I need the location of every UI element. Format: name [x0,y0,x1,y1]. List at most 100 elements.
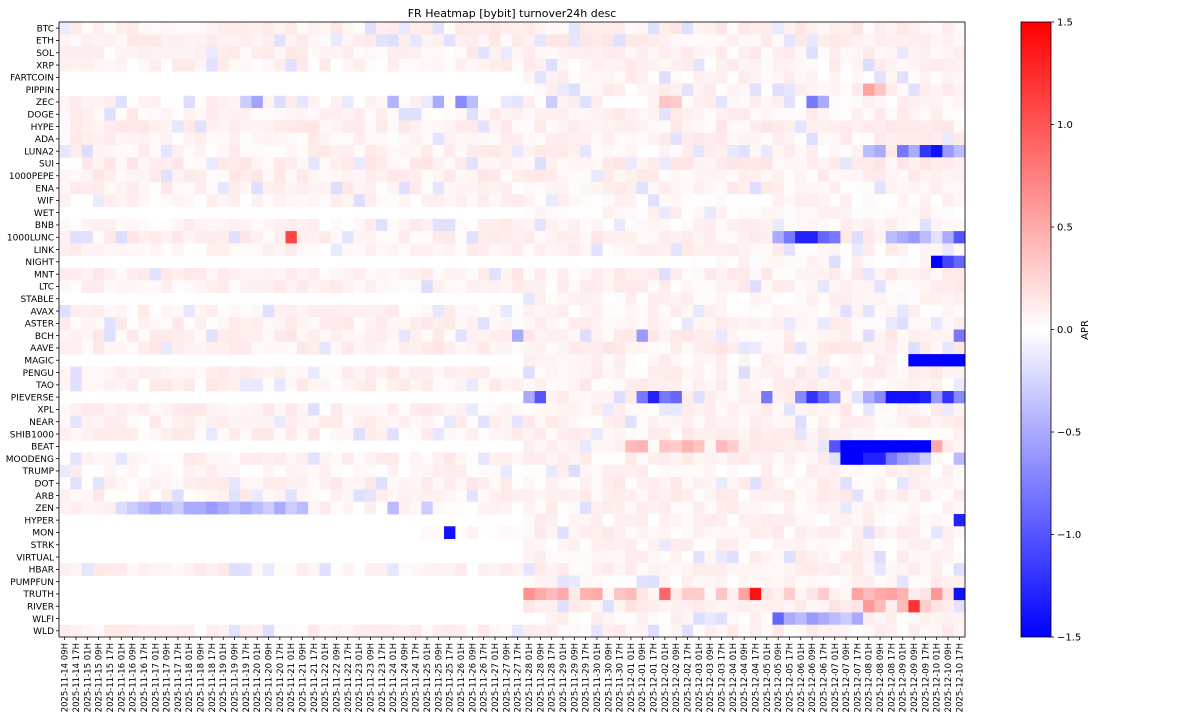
x-tick-label: 2025-12-08 01H [865,643,875,712]
heatmap-cell [557,366,570,380]
heatmap-cell [591,46,603,60]
heatmap-cell [274,489,286,503]
heatmap-cell [704,514,717,527]
heatmap-cell [829,391,841,404]
heatmap-cell [727,477,739,490]
heatmap-cell [795,292,807,306]
heatmap-cell [398,464,411,478]
heatmap-cell [478,563,490,576]
heatmap-cell [851,600,864,613]
heatmap-cell [727,83,739,97]
heatmap-cell [647,181,660,195]
heatmap-cell [897,477,909,490]
heatmap-cell [659,464,671,478]
heatmap-cell [704,22,717,35]
heatmap-cell [772,280,785,293]
heatmap-cell [206,415,218,429]
heatmap-cell [942,612,955,626]
heatmap-cell [670,612,683,626]
heatmap-cell [478,145,490,158]
heatmap-cell [523,280,536,293]
heatmap-cell [863,341,875,355]
heatmap-cell [783,440,796,453]
heatmap-cell [308,304,320,318]
heatmap-cell [364,231,377,244]
heatmap-cell [59,329,71,343]
heatmap-cell [138,563,150,576]
heatmap-cell [410,415,422,429]
heatmap-cell [500,132,513,146]
heatmap-cell [512,132,524,146]
heatmap-cell [545,624,558,638]
heatmap-cell [194,464,207,478]
heatmap-cell [183,95,196,109]
heatmap-cell [376,280,388,293]
heatmap-cell [874,206,887,220]
heatmap-cell [466,624,479,638]
heatmap-cell [727,427,739,441]
heatmap-cell [908,501,921,515]
heatmap-cell [149,304,162,318]
y-tick-label: SOL [36,49,54,59]
heatmap-cell [840,354,853,367]
heatmap-cell [851,341,864,355]
heatmap-cell [478,452,490,466]
heatmap-cell [602,489,615,503]
heatmap-cell [681,612,694,626]
heatmap-cell [364,563,377,576]
heatmap-cell [466,501,479,515]
heatmap-cell [670,464,683,478]
heatmap-cell [138,132,150,146]
heatmap-cell [251,157,264,170]
heatmap-cell [545,132,558,146]
heatmap-cell [829,292,841,306]
heatmap-cell [829,243,841,257]
heatmap-cell [500,194,513,207]
heatmap-cell [851,440,864,453]
heatmap-cell [206,58,218,72]
heatmap-cell [138,489,150,503]
heatmap-cell [194,366,207,380]
heatmap-cell [625,366,637,380]
heatmap-cell [806,120,819,134]
heatmap-cell [557,95,570,109]
heatmap-cell [455,317,468,330]
heatmap-cell [149,378,162,392]
heatmap-cell [874,46,887,60]
heatmap-cell [693,354,705,367]
x-tick-label: 2025-11-20 17H [276,643,286,712]
heatmap-cell [432,477,445,490]
heatmap-cell [138,145,150,158]
heatmap-cell [160,58,173,72]
heatmap-cell [897,206,909,220]
heatmap-cell [364,132,377,146]
heatmap-cell [704,194,717,207]
heatmap-cell [557,354,570,367]
heatmap-cell [251,120,264,134]
heatmap-cell [194,317,207,330]
heatmap-cell [715,231,728,244]
heatmap-cell [783,157,796,170]
heatmap-cell [523,292,536,306]
heatmap-cell [738,317,751,330]
heatmap-cell [908,95,921,109]
heatmap-cell [829,71,841,84]
heatmap-cell [851,452,864,466]
heatmap-cell [534,427,547,441]
heatmap-cell [693,268,705,281]
heatmap-cell [931,268,943,281]
heatmap-cell [115,120,128,134]
heatmap-cell [489,218,502,232]
heatmap-cell [625,575,637,589]
heatmap-cell [308,22,320,35]
heatmap-cell [251,415,264,429]
heatmap-cell [512,268,524,281]
heatmap-cell [251,58,264,72]
heatmap-cell [942,587,955,601]
heatmap-cell [500,427,513,441]
heatmap-cell [149,366,162,380]
heatmap-cell [908,538,921,552]
heatmap-cell [432,132,445,146]
heatmap-cell [376,378,388,392]
heatmap-cell [795,366,807,380]
